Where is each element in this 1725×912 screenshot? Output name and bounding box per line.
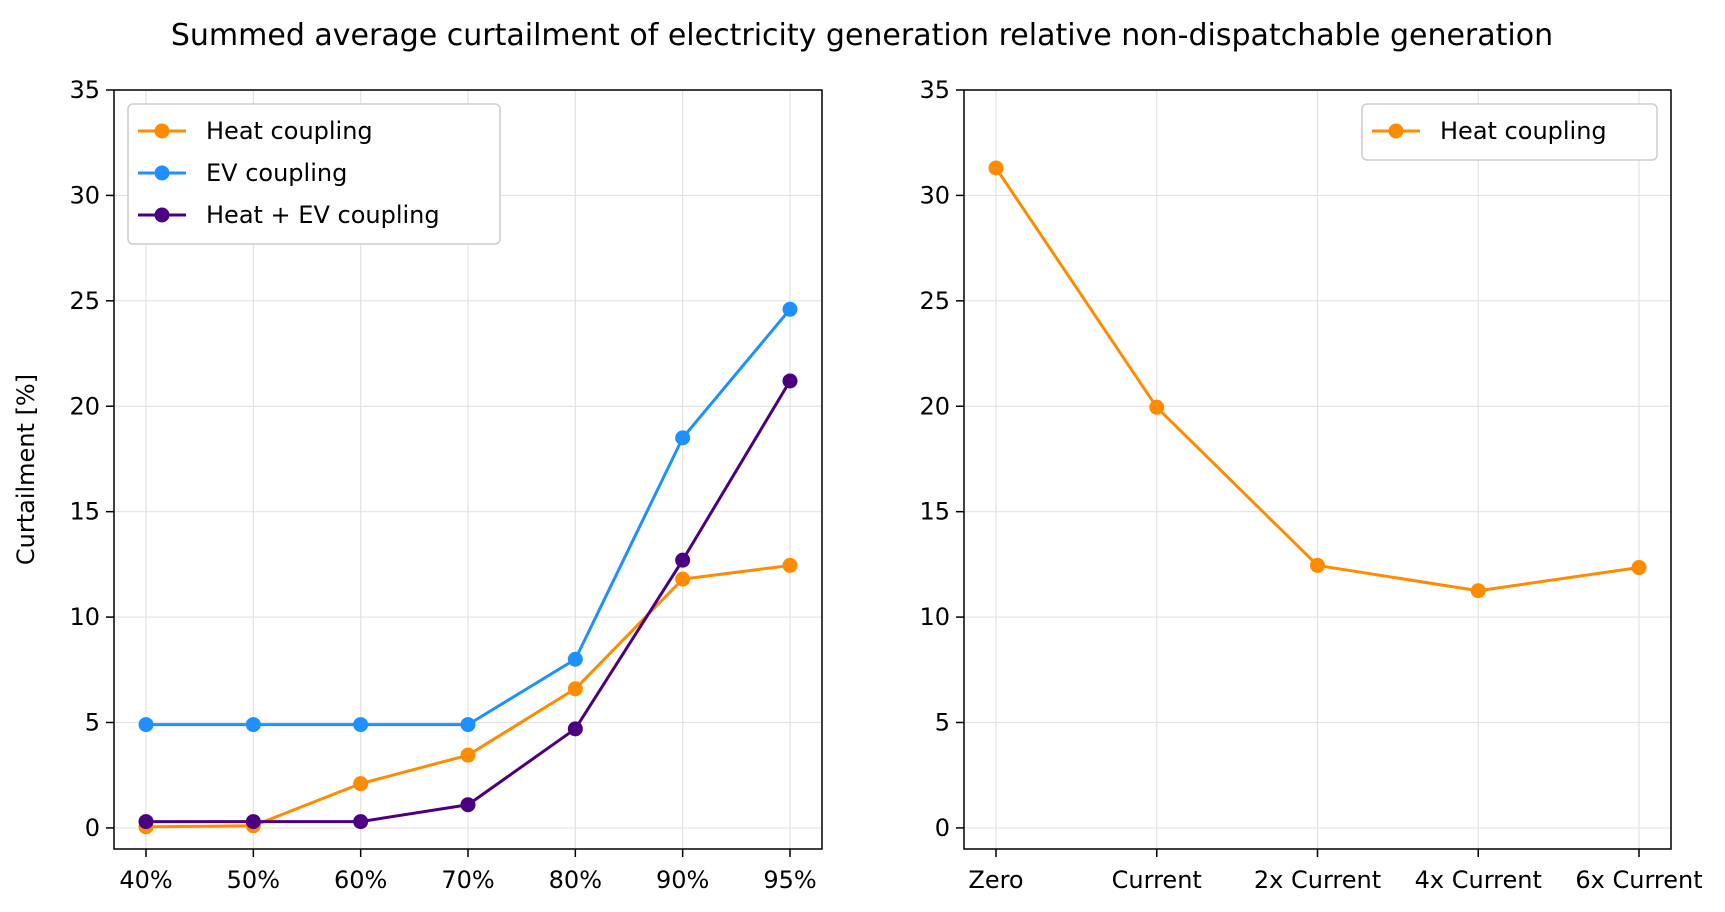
y-tick-label: 20: [919, 392, 950, 420]
data-point: [353, 776, 369, 792]
data-point: [988, 160, 1004, 176]
x-tick-label: Zero: [968, 866, 1023, 894]
y-tick-label: 30: [69, 181, 100, 209]
x-tick-label: Current: [1112, 866, 1202, 894]
x-tick-label: 80%: [549, 866, 602, 894]
data-point: [782, 557, 798, 573]
data-point: [1149, 399, 1165, 415]
y-tick-label: 15: [69, 498, 100, 526]
y-tick-label: 10: [919, 603, 950, 631]
legend-swatch-marker: [154, 165, 170, 181]
legend-box: [127, 103, 501, 245]
figure-title: Summed average curtailment of electricit…: [171, 18, 1553, 53]
legend-swatch-marker: [1388, 123, 1404, 139]
y-tick-label: 20: [69, 392, 100, 420]
legend-box: [1361, 103, 1658, 161]
x-tick-label: 6x Current: [1575, 866, 1702, 894]
x-tick-label: 2x Current: [1254, 866, 1381, 894]
axes-frame: [963, 89, 1672, 850]
y-tick-label: 30: [919, 181, 950, 209]
x-tick-label: 50%: [227, 866, 280, 894]
y-tick-label: 5: [935, 709, 950, 737]
data-point: [138, 814, 154, 830]
x-tick-label: 40%: [119, 866, 172, 894]
y-tick-label: 25: [69, 287, 100, 315]
data-point: [567, 681, 583, 697]
legend-label: Heat + EV coupling: [206, 201, 440, 229]
axes-frame: [113, 89, 823, 850]
y-tick-label: 35: [919, 76, 950, 104]
data-point: [567, 721, 583, 737]
data-point: [1470, 583, 1486, 599]
data-point: [460, 717, 476, 733]
data-point: [675, 430, 691, 446]
x-tick-label: 90%: [656, 866, 709, 894]
data-point: [353, 717, 369, 733]
data-point: [675, 552, 691, 568]
data-point: [245, 717, 261, 733]
data-point: [567, 651, 583, 667]
data-point: [460, 797, 476, 813]
y-tick-label: 15: [919, 498, 950, 526]
data-point: [460, 747, 476, 763]
data-point: [675, 571, 691, 587]
data-point: [782, 301, 798, 317]
legend-swatch-marker: [154, 123, 170, 139]
y-tick-label: 25: [919, 287, 950, 315]
data-point: [245, 814, 261, 830]
x-tick-label: 4x Current: [1415, 866, 1542, 894]
right-chart-panel: 0 5 10 15 20 25 30 35 Zero Current 2x Current 4x Cu…: [919, 76, 1702, 894]
data-point: [138, 717, 154, 733]
data-point: [1631, 560, 1647, 576]
left-chart-panel: 0 5 10 15 20 25 30 35 40% 50% 60% 70% 80% 90% 95% Curta…: [12, 76, 823, 894]
y-tick-label: 10: [69, 603, 100, 631]
y-tick-label: 5: [85, 709, 100, 737]
legend-label: EV coupling: [206, 159, 347, 187]
legend-label: Heat coupling: [206, 117, 373, 145]
x-tick-label: 95%: [763, 866, 816, 894]
data-point: [353, 814, 369, 830]
legend-label: Heat coupling: [1440, 117, 1607, 145]
data-point: [1310, 557, 1325, 573]
y-axis-title: Curtailment [%]: [12, 374, 40, 565]
x-tick-label: 70%: [441, 866, 494, 894]
y-tick-label: 35: [69, 76, 100, 104]
x-tick-label: 60%: [334, 866, 387, 894]
legend-swatch-marker: [154, 207, 170, 223]
y-tick-label: 0: [935, 814, 950, 842]
data-point: [782, 373, 798, 389]
y-tick-label: 0: [85, 814, 100, 842]
